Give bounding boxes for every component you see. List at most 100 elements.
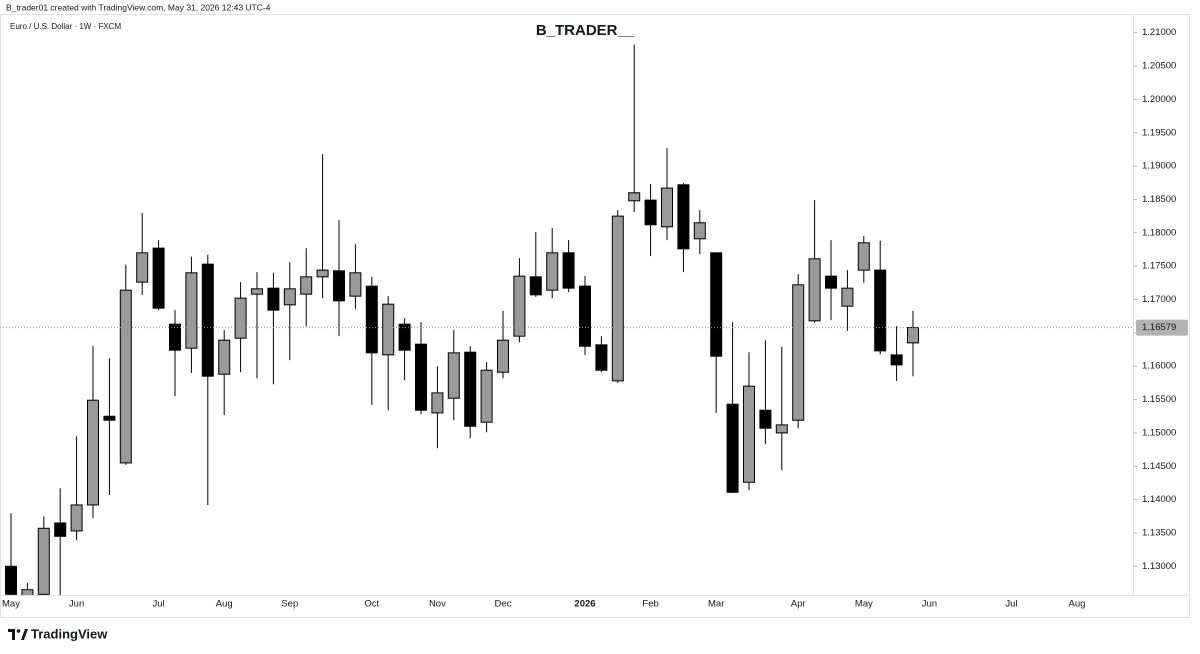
candle-body xyxy=(808,258,821,322)
candle-body xyxy=(546,252,559,291)
candle-body xyxy=(464,351,477,427)
y-tick-label: 1.17500 xyxy=(1142,261,1176,272)
candle-body xyxy=(792,284,805,421)
candle-body xyxy=(54,522,67,537)
candle-body xyxy=(87,399,99,506)
y-tick-label: 1.13000 xyxy=(1142,561,1176,572)
logo-mark xyxy=(8,629,15,640)
y-tick-label: 1.15500 xyxy=(1142,394,1176,405)
brand-logo: TradingView xyxy=(8,626,108,641)
x-tick-label: Sep xyxy=(281,599,298,610)
y-tick-label: 1.21000 xyxy=(1142,27,1176,38)
candle-body xyxy=(562,252,575,289)
candle-body xyxy=(349,272,362,297)
candle-body xyxy=(431,392,444,414)
y-tick-label: 1.20500 xyxy=(1142,61,1176,72)
x-tick-label: Aug xyxy=(1069,599,1086,610)
candle-body xyxy=(907,327,919,344)
candle-body xyxy=(480,369,493,423)
y-tick-label: 1.13500 xyxy=(1142,527,1176,538)
candle-body xyxy=(841,287,854,307)
x-tick-label: Nov xyxy=(429,599,446,610)
candle-body xyxy=(398,323,411,351)
chart-title: B_TRADER__ xyxy=(536,22,635,39)
candle-body xyxy=(611,215,624,382)
candle-body xyxy=(890,354,903,366)
last-price-label: 1.16579 xyxy=(1142,322,1176,333)
y-tick-label: 1.14500 xyxy=(1142,461,1176,472)
candle-body xyxy=(644,199,657,226)
candle-body xyxy=(185,272,198,349)
candle-body xyxy=(382,303,395,356)
candle-body xyxy=(595,344,608,371)
candle-body xyxy=(283,288,296,306)
candle-body xyxy=(710,252,723,357)
y-tick-label: 1.17000 xyxy=(1142,294,1176,305)
y-tick-label: 1.15000 xyxy=(1142,427,1176,438)
candle-body xyxy=(119,289,132,464)
y-tick-label: 1.18500 xyxy=(1142,194,1176,205)
x-tick-label: May xyxy=(2,599,20,610)
y-tick-label: 1.19500 xyxy=(1142,127,1176,138)
logo-mark xyxy=(21,629,28,640)
candle-body xyxy=(759,409,772,429)
symbol-info: Euro / U.S. Dollar · 1W · FXCM xyxy=(10,22,121,31)
candle-body xyxy=(152,247,165,309)
candle-body xyxy=(726,403,739,493)
logo-mark xyxy=(16,629,21,633)
y-tick-label: 1.18000 xyxy=(1142,227,1176,238)
candle-body xyxy=(21,589,34,595)
candle-body xyxy=(218,339,231,375)
y-tick-label: 1.19000 xyxy=(1142,161,1176,172)
candle-body xyxy=(693,222,706,240)
candle-body xyxy=(628,192,641,202)
x-tick-label: Aug xyxy=(216,599,233,610)
x-tick-label: Feb xyxy=(642,599,658,610)
candle-body xyxy=(677,184,690,250)
candle-body xyxy=(661,187,673,228)
candle-body xyxy=(70,504,83,532)
x-tick-label: Oct xyxy=(364,599,379,610)
candle-body xyxy=(497,339,509,373)
y-tick-label: 1.14000 xyxy=(1142,494,1176,505)
candle-body xyxy=(316,269,329,278)
candle-body xyxy=(201,263,214,377)
credit: B_trader01 created with TradingView.com,… xyxy=(6,2,271,12)
candle-body xyxy=(234,297,247,339)
frame xyxy=(0,14,1190,618)
x-tick-label: Jul xyxy=(1005,599,1017,610)
candle-body xyxy=(825,275,837,289)
candle-body xyxy=(529,276,542,296)
candle-body xyxy=(136,252,149,283)
candle-body xyxy=(447,352,460,399)
x-tick-label: Jun xyxy=(922,599,937,610)
x-tick-label: Dec xyxy=(495,599,512,610)
candle-body xyxy=(5,565,17,595)
candle-body xyxy=(775,424,788,434)
plot-area xyxy=(5,44,919,595)
y-tick-label: 1.20000 xyxy=(1142,94,1176,105)
candle-body xyxy=(37,527,50,595)
candle-body xyxy=(169,323,181,351)
candle-body xyxy=(513,275,526,337)
candle-body xyxy=(333,270,345,302)
candle-body xyxy=(874,269,887,352)
x-tick-label: 2026 xyxy=(574,599,595,610)
x-tick-label: Apr xyxy=(791,599,806,610)
x-tick-label: Jul xyxy=(153,599,165,610)
candle-body xyxy=(251,288,263,295)
candle-body xyxy=(579,285,591,347)
candle-body xyxy=(103,415,116,421)
brand: TradingView xyxy=(31,626,108,641)
candle-body xyxy=(743,385,755,483)
candle-body xyxy=(857,242,870,271)
y-tick-label: 1.16000 xyxy=(1142,361,1176,372)
x-tick-label: Mar xyxy=(708,599,724,610)
candle-body xyxy=(415,343,427,411)
x-tick-label: May xyxy=(855,599,873,610)
x-tick-label: Jun xyxy=(69,599,84,610)
candle-body xyxy=(300,276,313,295)
last-price-badge xyxy=(1136,319,1188,336)
